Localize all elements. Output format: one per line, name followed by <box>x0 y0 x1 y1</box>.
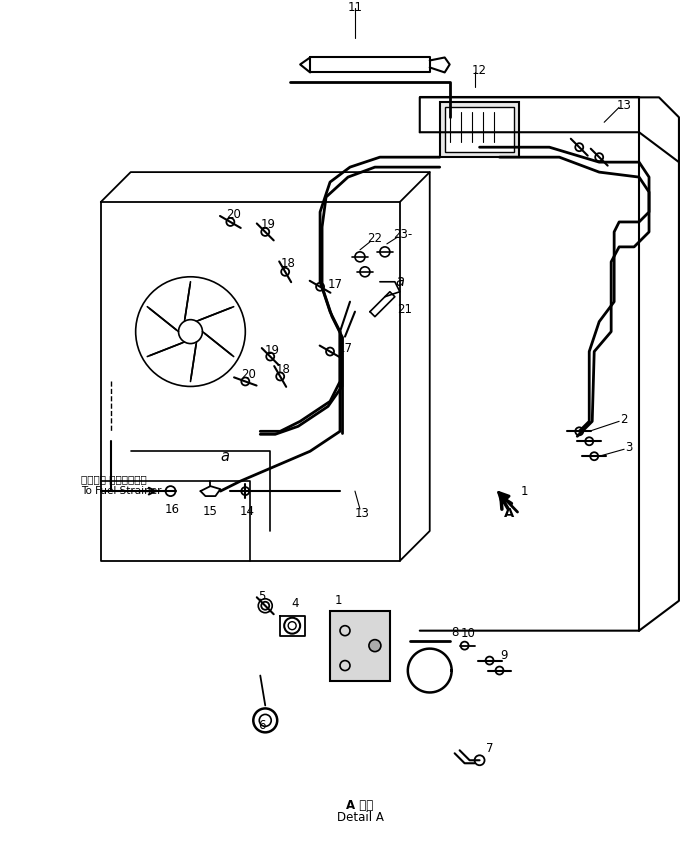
Text: 6: 6 <box>259 719 266 732</box>
Text: 12: 12 <box>472 64 487 77</box>
Text: 11: 11 <box>348 1 362 14</box>
Text: 1: 1 <box>334 594 342 608</box>
Text: To Fuel Strainer: To Fuel Strainer <box>81 486 161 496</box>
Text: 7: 7 <box>486 742 493 755</box>
Text: 18: 18 <box>276 363 290 376</box>
Text: 9: 9 <box>501 649 509 662</box>
Bar <box>444 107 515 152</box>
Text: 22: 22 <box>367 232 382 246</box>
Text: 19: 19 <box>265 344 279 357</box>
Circle shape <box>369 640 381 652</box>
Text: 21: 21 <box>397 303 413 316</box>
Text: 1: 1 <box>521 484 528 498</box>
Text: 23-: 23- <box>393 229 413 241</box>
Text: 16: 16 <box>165 502 180 516</box>
Bar <box>440 102 520 157</box>
Text: 8: 8 <box>451 626 458 639</box>
Text: 18: 18 <box>281 257 295 270</box>
Bar <box>330 611 390 680</box>
Text: 14: 14 <box>240 505 255 517</box>
Text: a: a <box>221 449 230 463</box>
Text: フェエル ストレーナへ: フェエル ストレーナへ <box>81 474 146 484</box>
Text: 17: 17 <box>337 342 353 355</box>
Text: 2: 2 <box>620 413 628 426</box>
Text: 17: 17 <box>328 279 342 291</box>
Text: A: A <box>504 506 515 520</box>
Text: 3: 3 <box>625 441 633 454</box>
Text: 19: 19 <box>261 219 276 231</box>
Text: 20: 20 <box>226 208 241 221</box>
Text: 4: 4 <box>291 598 299 610</box>
Text: 15: 15 <box>203 505 218 517</box>
Text: 10: 10 <box>460 627 475 640</box>
Text: Detail A: Detail A <box>337 810 384 824</box>
Text: a: a <box>395 274 404 289</box>
Text: 13: 13 <box>617 99 631 111</box>
Text: A 詳細: A 詳細 <box>346 798 373 812</box>
Text: 13: 13 <box>355 506 369 520</box>
Text: 5: 5 <box>259 590 266 603</box>
Text: 20: 20 <box>241 368 256 381</box>
